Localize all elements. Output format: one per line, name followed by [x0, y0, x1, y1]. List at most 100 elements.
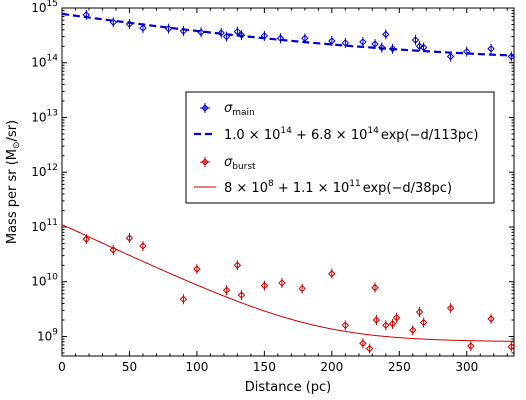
fit-curves — [61, 12, 515, 342]
data-point-burst — [487, 313, 495, 324]
x-tick-label: 250 — [388, 360, 411, 374]
data-point-main — [487, 43, 495, 54]
y-tick-label: 1013 — [31, 108, 58, 124]
x-tick-label: 50 — [122, 360, 137, 374]
legend-main-fit-label: 1.0 × 1014 + 6.8 × 1014 exp(−d/113pc) — [224, 126, 478, 143]
legend-main-fit-p2: + 6.8 × 10 — [292, 128, 368, 143]
x-axis-title: Distance (pc) — [245, 380, 332, 395]
x-tick-label: 0 — [58, 360, 66, 374]
data-point-main — [179, 26, 188, 37]
data-point-burst — [392, 312, 401, 323]
data-point-main — [260, 30, 269, 41]
fit-curve-main — [61, 12, 515, 57]
legend-entry-burst-marker — [200, 157, 210, 167]
data-point-burst — [139, 240, 147, 251]
data-point-main — [125, 19, 134, 30]
data-point-main — [222, 31, 231, 42]
data-point-main — [82, 9, 90, 20]
x-tick-label: 300 — [455, 360, 478, 374]
data-point-burst — [298, 283, 306, 294]
data-point-main — [382, 29, 390, 40]
legend-main-sub: main — [232, 108, 255, 118]
data-point-burst — [382, 320, 390, 331]
data-point-main — [164, 23, 173, 34]
legend-burst-fit-p1: 8 — [268, 179, 274, 189]
data-point-burst — [415, 306, 424, 317]
data-point-main — [371, 39, 379, 50]
legend-main-fit-p4: exp(−d/113pc) — [381, 128, 479, 143]
data-point-burst — [237, 290, 246, 301]
data-point-burst — [233, 260, 242, 271]
data-point-burst — [341, 320, 350, 331]
data-point-burst — [419, 317, 428, 328]
data-point-burst — [260, 280, 269, 291]
data-point-burst — [328, 268, 336, 279]
data-point-main — [446, 51, 455, 62]
y-tick-label: 1015 — [31, 0, 58, 15]
axis-ticks — [61, 7, 514, 356]
y-tick-label: 1014 — [31, 54, 58, 70]
legend-entry-main-marker — [200, 103, 210, 113]
legend-burst-name: σ — [224, 155, 233, 170]
data-point-main — [109, 17, 117, 28]
x-tick-label: 200 — [320, 360, 343, 374]
y-tick-labels: 109 1010 1011 1012 1013 1014 1015 — [31, 0, 58, 343]
legend-burst-fit-label: 8 × 108 + 1.1 × 1011 exp(−d/38pc) — [224, 179, 452, 196]
data-point-main — [276, 33, 285, 44]
data-point-main — [233, 26, 242, 37]
data-point-main — [415, 41, 424, 52]
legend: σmain 1.0 × 1014 + 6.8 × 1014 exp(−d/113p… — [185, 91, 495, 204]
data-point-main — [463, 46, 471, 57]
legend-main-fit-p1: 14 — [280, 126, 292, 136]
y-axis-title-sub: ⊙ — [12, 141, 22, 149]
plot-frame — [61, 7, 515, 357]
fit-curve-burst — [61, 224, 515, 342]
data-point-main — [388, 43, 397, 54]
y-tick-label: 1010 — [31, 273, 58, 289]
data-point-main — [139, 23, 147, 34]
legend-burst-fit-p4: exp(−d/38pc) — [363, 181, 452, 196]
data-point-main — [237, 30, 246, 41]
data-point-main — [507, 51, 516, 62]
data-point-main — [411, 35, 420, 46]
data-point-burst — [193, 264, 201, 275]
legend-entry-main-label: σmain — [224, 101, 255, 118]
y-axis-title-end: /sr) — [5, 120, 20, 142]
data-point-burst — [109, 244, 117, 255]
legend-main-fit-p0: 1.0 × 10 — [224, 128, 280, 143]
data-point-burst — [365, 343, 374, 354]
data-points — [82, 9, 516, 354]
data-point-burst — [125, 232, 134, 243]
x-tick-labels: 0 50 100 150 200 250 300 — [58, 360, 478, 374]
y-axis-title: Mass per sr (M⊙/sr) — [5, 120, 22, 244]
legend-burst-fit-p2: + 1.1 × 10 — [274, 181, 350, 196]
data-point-main — [197, 27, 205, 38]
data-point-burst — [507, 341, 516, 352]
data-point-burst — [372, 314, 381, 325]
legend-burst-fit-p0: 8 × 10 — [224, 181, 268, 196]
x-tick-label: 100 — [185, 360, 208, 374]
data-point-burst — [409, 325, 417, 336]
legend-main-fit-p3: 14 — [367, 126, 379, 136]
legend-burst-sub: burst — [232, 162, 256, 172]
data-point-burst — [388, 318, 397, 329]
legend-burst-fit-p3: 11 — [349, 179, 360, 189]
data-point-burst — [222, 285, 231, 296]
data-point-main — [359, 36, 367, 47]
data-point-main — [217, 27, 225, 38]
legend-box — [185, 91, 495, 204]
legend-main-name: σ — [224, 101, 233, 116]
data-point-main — [419, 42, 428, 53]
data-point-burst — [359, 338, 367, 349]
data-point-burst — [371, 282, 379, 293]
data-point-main — [301, 33, 309, 44]
y-tick-label: 109 — [37, 327, 58, 343]
data-point-burst — [446, 303, 455, 314]
y-tick-label: 1011 — [31, 218, 58, 234]
data-point-main — [328, 35, 336, 46]
data-point-burst — [179, 294, 188, 305]
y-axis-title-main: Mass per sr (M — [5, 149, 20, 244]
data-point-main — [378, 42, 386, 53]
data-point-burst — [82, 234, 90, 245]
